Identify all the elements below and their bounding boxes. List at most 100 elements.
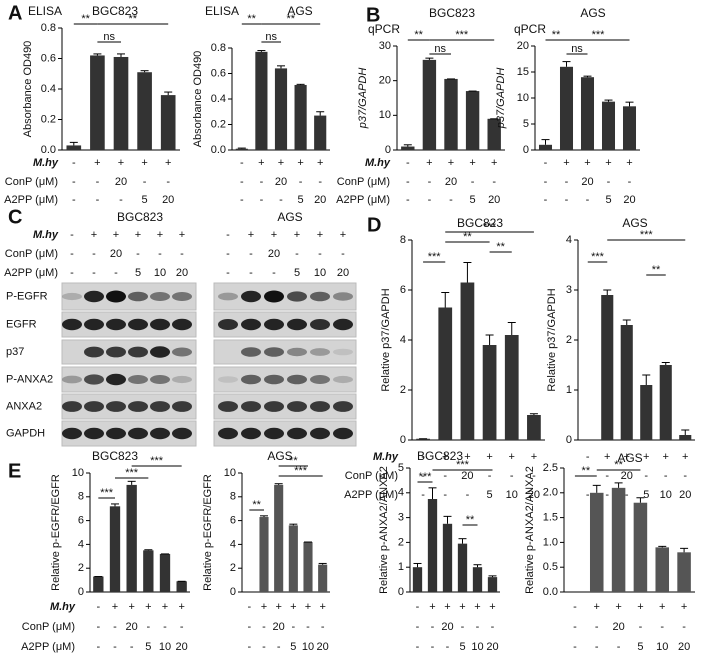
chart-title: BGC823 xyxy=(429,6,475,20)
bar xyxy=(303,542,313,592)
blot-band xyxy=(62,401,82,412)
treatment-cell: - xyxy=(617,641,621,653)
treatment-cell: - xyxy=(461,621,465,633)
blot-band xyxy=(128,375,148,384)
blot-band xyxy=(241,347,261,357)
panel-letter: E xyxy=(8,460,21,482)
y-tick-label: 2.5 xyxy=(543,462,558,474)
treatment-cell: - xyxy=(605,489,609,501)
treatment-cell: - xyxy=(573,641,577,653)
treatment-cell: 20 xyxy=(176,267,188,279)
significance-label: ** xyxy=(252,499,261,511)
error-bar xyxy=(257,50,266,52)
significance-label: *** xyxy=(150,455,164,467)
bar xyxy=(93,576,104,592)
treatment-cell: - xyxy=(586,194,590,206)
treatment-cell: 20 xyxy=(441,621,453,633)
treatment-cell: + xyxy=(663,451,669,463)
blot-band xyxy=(264,427,284,440)
treatment-cell: - xyxy=(226,248,230,260)
y-tick-label: 8 xyxy=(230,491,236,503)
blot-band xyxy=(172,318,192,331)
blot-band xyxy=(241,401,261,412)
blot-strip xyxy=(213,366,357,393)
error-bar xyxy=(441,292,450,308)
treatment-cell: + xyxy=(248,229,254,241)
error-bar xyxy=(681,429,690,435)
treatment-cell: - xyxy=(510,470,514,482)
blot-band xyxy=(333,348,353,356)
treatment-cell: - xyxy=(158,248,162,260)
y-tick-label: 4 xyxy=(398,487,404,499)
treatment-cell: + xyxy=(509,451,515,463)
blot-band xyxy=(264,290,284,303)
y-axis-label: Relative p-EGFR/EGFR xyxy=(50,474,62,591)
treatment-label: ConP (μM) xyxy=(5,248,58,260)
y-axis-label: p37/GAPDH xyxy=(357,68,369,130)
treatment-cell: - xyxy=(449,194,453,206)
chart-title: BGC823 xyxy=(457,216,503,230)
blot-band xyxy=(106,401,126,412)
treatment-cell: - xyxy=(70,229,74,241)
treatment-cell: + xyxy=(113,229,119,241)
treatment-label: M.hy xyxy=(33,157,59,169)
blot-band xyxy=(172,401,192,412)
treatment-cell: 20 xyxy=(317,641,329,653)
treatment-cell: 5 xyxy=(142,194,148,206)
y-axis-label: Absorbance OD490 xyxy=(192,51,204,148)
error-bar xyxy=(69,141,78,146)
treatment-cell: - xyxy=(573,601,577,613)
blot-band xyxy=(150,401,170,412)
error-bar xyxy=(507,322,516,335)
significance-label: ns xyxy=(265,31,277,43)
treatment-label: A2PP (μM) xyxy=(4,194,58,206)
bar xyxy=(137,72,152,150)
error-bar xyxy=(289,523,298,526)
error-bar xyxy=(443,515,452,524)
chart-title: AGS xyxy=(617,451,642,465)
blot-band xyxy=(84,374,104,385)
significance-label: ** xyxy=(463,231,472,243)
chart-title: AGS xyxy=(267,449,292,463)
assay-label: qPCR xyxy=(514,22,546,36)
bar xyxy=(482,345,497,440)
treatment-cell: + xyxy=(615,601,621,613)
treatment-cell: - xyxy=(226,267,230,279)
error-bar xyxy=(592,484,601,493)
treatment-cell: - xyxy=(70,267,74,279)
treatment-cell: - xyxy=(240,176,244,188)
treatment-cell: - xyxy=(644,470,648,482)
treatment-cell: - xyxy=(119,194,123,206)
bar xyxy=(589,492,604,592)
treatment-cell: 20 xyxy=(623,194,635,206)
treatment-cell: - xyxy=(544,176,548,188)
bar xyxy=(274,484,284,592)
bar xyxy=(580,77,595,150)
significance-label: *** xyxy=(592,29,606,41)
blot-band xyxy=(264,318,284,331)
treatment-cell: + xyxy=(429,601,435,613)
y-tick-label: 4 xyxy=(400,334,406,346)
treatment-cell: + xyxy=(178,601,184,613)
treatment-cell: - xyxy=(428,194,432,206)
blot-band xyxy=(150,318,170,331)
blot-band xyxy=(287,427,307,440)
treatment-label: A2PP (μM) xyxy=(336,194,390,206)
bar xyxy=(314,115,327,150)
blot-band xyxy=(241,427,261,440)
blot-band xyxy=(128,401,148,412)
significance-label: *** xyxy=(455,29,469,41)
error-bar xyxy=(562,61,571,67)
blot-band xyxy=(106,346,126,358)
bar xyxy=(126,484,137,592)
error-bar xyxy=(144,549,153,551)
significance-label: ** xyxy=(287,13,296,25)
blot-row-label: p37 xyxy=(6,346,24,358)
treatment-cell: 5 xyxy=(637,641,643,653)
bar xyxy=(640,385,653,440)
treatment-cell: - xyxy=(683,470,687,482)
blot-band xyxy=(218,292,238,301)
treatment-cell: - xyxy=(431,621,435,633)
y-tick-label: 4 xyxy=(566,234,572,246)
blot-band xyxy=(150,292,170,301)
